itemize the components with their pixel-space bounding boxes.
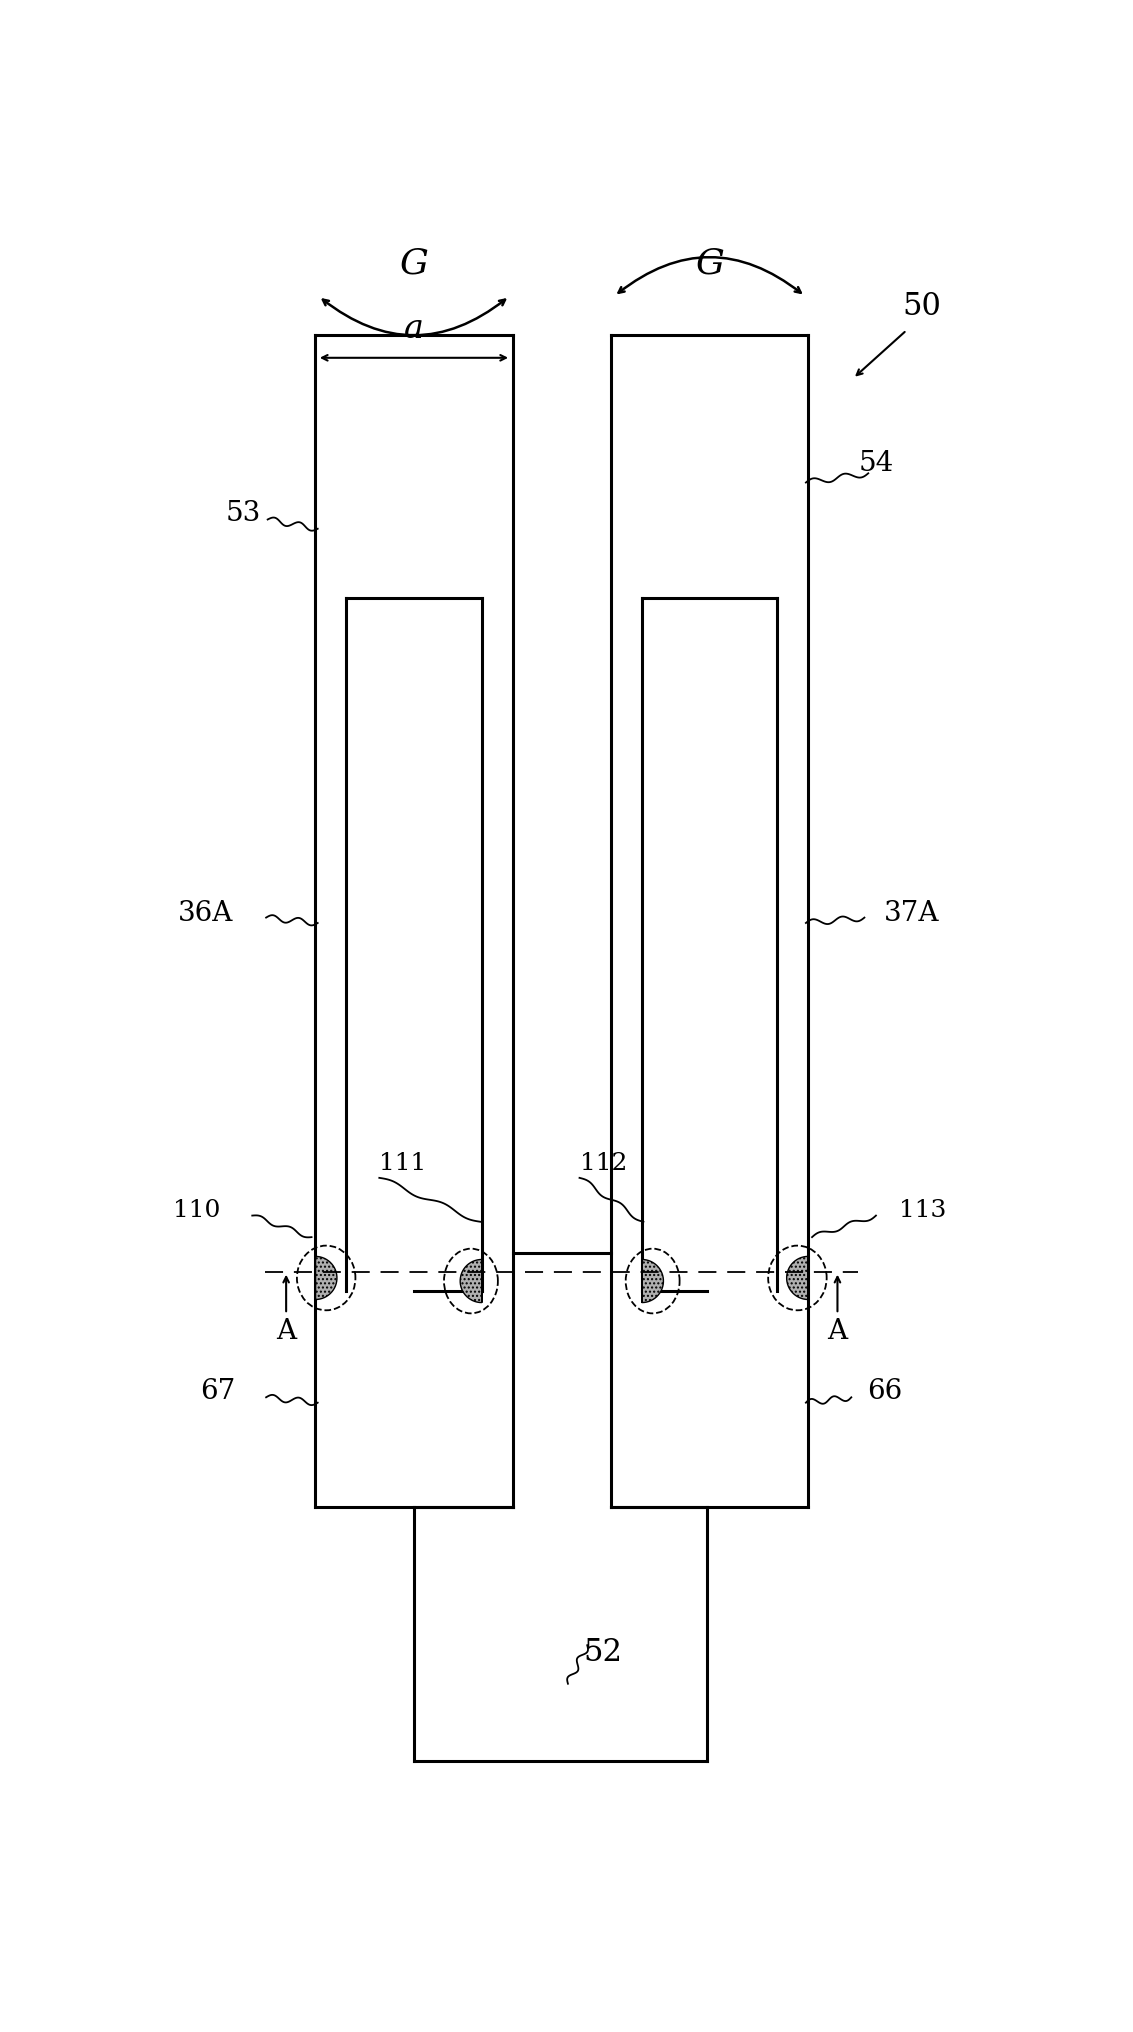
Text: 52: 52 xyxy=(583,1638,622,1668)
Bar xyxy=(315,1252,808,1290)
Polygon shape xyxy=(642,1260,664,1303)
Bar xyxy=(414,1506,707,1762)
Text: G: G xyxy=(696,246,724,280)
Bar xyxy=(315,1290,512,1506)
Text: 54: 54 xyxy=(859,449,894,478)
Text: G: G xyxy=(400,246,428,280)
Polygon shape xyxy=(786,1256,808,1300)
Text: 50: 50 xyxy=(903,291,942,323)
Bar xyxy=(315,335,512,1252)
Text: a: a xyxy=(404,313,424,345)
Text: 36A: 36A xyxy=(178,900,233,927)
Text: 111: 111 xyxy=(380,1152,426,1174)
Text: 37A: 37A xyxy=(884,900,939,927)
Text: 67: 67 xyxy=(199,1378,236,1404)
Bar xyxy=(611,1290,808,1506)
Text: A: A xyxy=(276,1319,296,1345)
Text: 66: 66 xyxy=(867,1378,902,1404)
Text: 53: 53 xyxy=(225,500,261,526)
Text: 113: 113 xyxy=(900,1199,946,1221)
Text: A: A xyxy=(827,1319,847,1345)
Polygon shape xyxy=(315,1256,337,1300)
Text: 110: 110 xyxy=(172,1199,220,1221)
Polygon shape xyxy=(460,1260,482,1303)
Bar xyxy=(611,335,808,1252)
Text: 112: 112 xyxy=(579,1152,627,1174)
